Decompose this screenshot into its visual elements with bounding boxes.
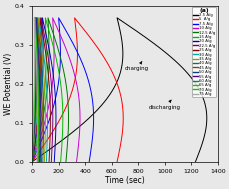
Legend: 2.5 A/g, 5  A/g, 7.5 A/g, 10 A/g, 12.5 A/g, 15 A/g, 20 A/g, 22.5 A/g, 25 A/g, 30: 2.5 A/g, 5 A/g, 7.5 A/g, 10 A/g, 12.5 A/… [191,7,215,97]
Text: charging: charging [125,61,149,71]
X-axis label: Time (sec): Time (sec) [105,176,144,185]
Y-axis label: WE Potential (V): WE Potential (V) [4,53,13,115]
Text: discharging: discharging [148,100,180,110]
